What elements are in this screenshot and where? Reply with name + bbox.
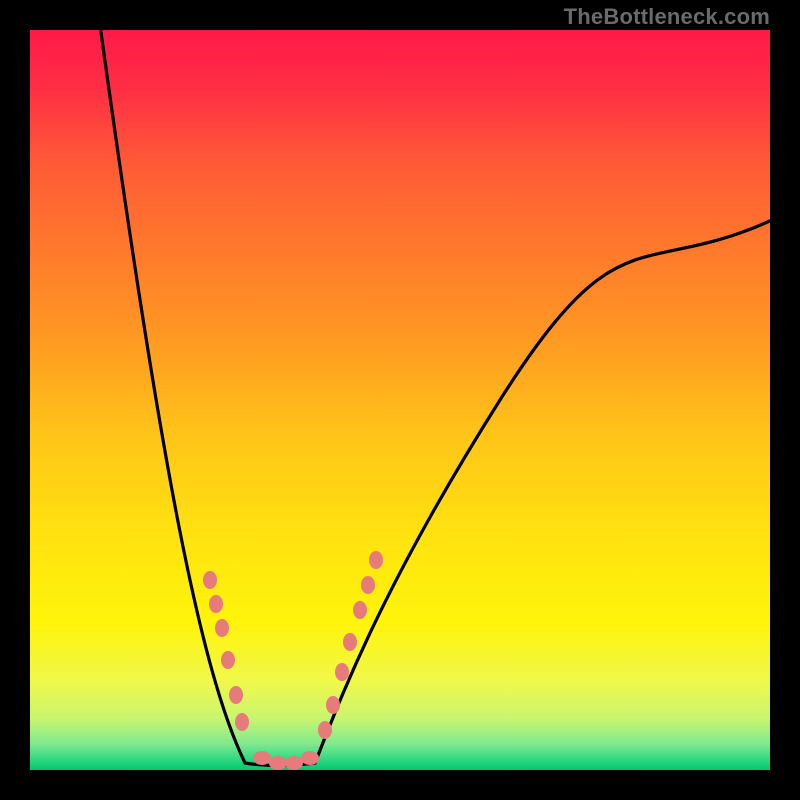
curve-marker [318,721,332,739]
curve-marker [229,686,243,704]
curve-marker [301,751,319,765]
curve-marker [353,601,367,619]
curve-marker [285,756,303,770]
bottleneck-curve [30,30,770,770]
curve-marker [361,576,375,594]
curve-marker [203,571,217,589]
curve-marker [235,713,249,731]
curve-marker [253,751,271,765]
curve-marker [209,595,223,613]
curve-marker [369,551,383,569]
curve-marker [343,633,357,651]
curve-marker [326,696,340,714]
curve-marker [269,756,287,770]
curve-marker [335,663,349,681]
watermark-text: TheBottleneck.com [564,4,770,30]
curve-marker [221,651,235,669]
curve-marker [215,619,229,637]
chart-frame: TheBottleneck.com [0,0,800,800]
plot-area [30,30,770,770]
